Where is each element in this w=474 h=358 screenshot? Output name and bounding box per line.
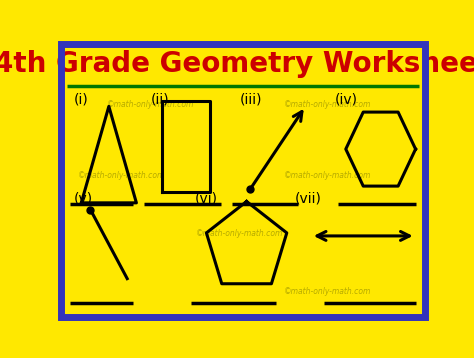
Text: (i): (i) [74,93,89,107]
Text: (iii): (iii) [239,93,262,107]
Text: ©math-only-math.com: ©math-only-math.com [196,229,283,238]
Text: (v): (v) [74,192,93,206]
Text: (vi): (vi) [195,192,218,206]
Text: ©math-only-math.com: ©math-only-math.com [284,286,371,296]
Text: (iv): (iv) [335,93,358,107]
Text: (vii): (vii) [294,192,321,206]
Text: (ii): (ii) [151,93,170,107]
Text: ©math-only-math.com: ©math-only-math.com [284,101,371,110]
Text: ©math-only-math.com: ©math-only-math.com [284,171,371,180]
Text: ©math-only-math.com: ©math-only-math.com [108,101,195,110]
Text: 4th Grade Geometry Worksheet: 4th Grade Geometry Worksheet [0,50,474,78]
Text: ©math-only-math.com: ©math-only-math.com [78,171,165,180]
